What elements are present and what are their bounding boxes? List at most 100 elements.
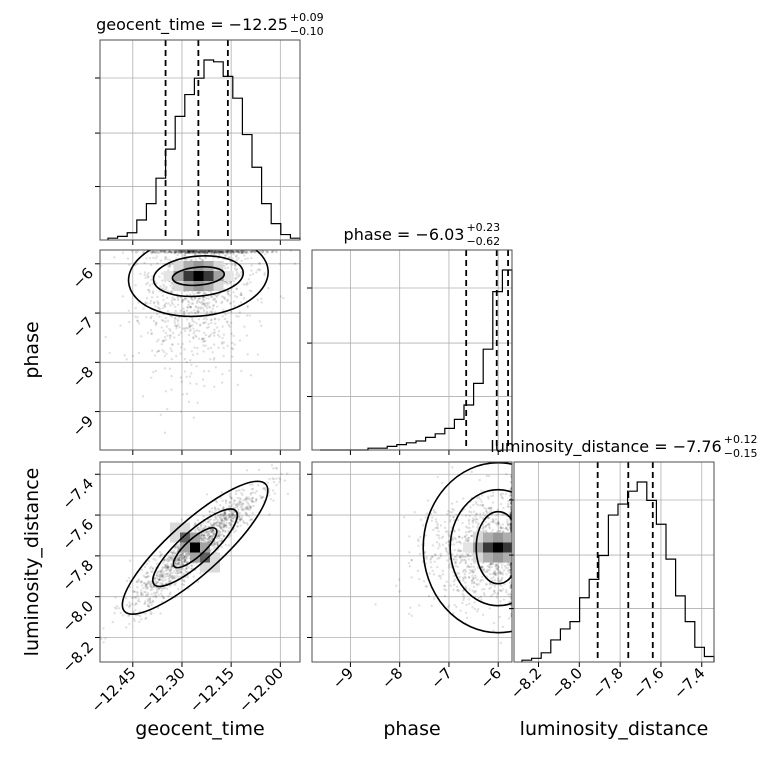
sample-point bbox=[145, 562, 149, 566]
sample-point bbox=[185, 309, 189, 312]
sample-point bbox=[190, 564, 193, 567]
sample-point bbox=[165, 352, 168, 355]
sample-point bbox=[510, 525, 512, 529]
sample-point bbox=[510, 567, 512, 571]
sample-point bbox=[509, 523, 512, 526]
sample-point bbox=[462, 569, 466, 572]
sample-point bbox=[193, 250, 196, 253]
sample-point bbox=[491, 494, 495, 497]
sample-point bbox=[223, 523, 226, 526]
sample-point bbox=[190, 250, 193, 253]
sample-point bbox=[210, 511, 214, 514]
sample-point bbox=[206, 538, 209, 542]
sample-point bbox=[185, 375, 188, 379]
sample-point bbox=[509, 563, 512, 566]
sample-point bbox=[425, 585, 428, 588]
sample-point bbox=[183, 560, 186, 563]
sample-point bbox=[468, 510, 471, 513]
sample-point bbox=[495, 563, 498, 567]
sample-point bbox=[227, 292, 230, 296]
sample-point bbox=[497, 565, 500, 569]
sample-point bbox=[458, 550, 461, 553]
sample-point bbox=[165, 325, 169, 328]
sample-point bbox=[128, 604, 131, 608]
sample-point bbox=[464, 585, 468, 588]
sample-point bbox=[228, 325, 232, 328]
sample-point bbox=[479, 498, 482, 501]
sample-point bbox=[140, 591, 143, 594]
sample-point bbox=[155, 322, 158, 325]
sample-point bbox=[207, 250, 211, 253]
sample-point bbox=[177, 575, 180, 578]
sample-point bbox=[151, 291, 155, 295]
sample-point bbox=[154, 579, 157, 583]
sample-point bbox=[509, 513, 512, 517]
sample-point bbox=[275, 250, 278, 253]
sample-point bbox=[238, 501, 241, 505]
sample-point bbox=[190, 302, 193, 305]
sample-point bbox=[219, 540, 223, 543]
sample-point bbox=[162, 339, 165, 342]
sample-point bbox=[159, 413, 163, 416]
sample-point bbox=[240, 517, 243, 521]
sample-point bbox=[472, 576, 476, 580]
sample-point bbox=[508, 526, 512, 530]
sample-point bbox=[477, 496, 481, 499]
sample-point bbox=[228, 294, 231, 297]
sample-point bbox=[497, 566, 500, 570]
sample-point bbox=[263, 273, 266, 277]
sample-point bbox=[444, 546, 447, 550]
sample-point bbox=[236, 489, 240, 492]
sample-point bbox=[201, 307, 205, 310]
sample-point bbox=[427, 594, 431, 598]
sample-point bbox=[245, 250, 248, 254]
sample-point bbox=[430, 519, 434, 522]
sample-point bbox=[486, 568, 489, 572]
sample-point bbox=[190, 251, 194, 254]
sample-point bbox=[245, 314, 249, 317]
sample-point bbox=[191, 259, 194, 262]
sample-point bbox=[210, 530, 214, 534]
sample-point bbox=[485, 570, 488, 573]
sample-point bbox=[166, 264, 170, 267]
sample-point bbox=[467, 530, 470, 534]
sample-point bbox=[235, 254, 238, 257]
sample-point bbox=[203, 524, 206, 528]
sample-point bbox=[482, 525, 485, 528]
sample-point bbox=[153, 577, 156, 581]
sample-point bbox=[203, 337, 206, 340]
sample-point bbox=[163, 304, 166, 308]
sample-point bbox=[471, 552, 474, 556]
sample-point bbox=[443, 594, 447, 598]
sample-point bbox=[467, 538, 470, 542]
sample-point bbox=[156, 606, 160, 610]
sample-point bbox=[238, 250, 241, 253]
sample-point bbox=[195, 335, 198, 338]
sample-point bbox=[145, 583, 148, 586]
sample-point bbox=[510, 502, 512, 505]
x-axis-label: luminosity_distance bbox=[520, 718, 709, 740]
sample-point bbox=[263, 487, 267, 490]
sample-point bbox=[213, 251, 216, 254]
sample-point bbox=[172, 576, 175, 579]
sample-point bbox=[159, 573, 162, 576]
sample-point bbox=[211, 528, 214, 531]
sample-point bbox=[234, 262, 237, 266]
sample-point bbox=[238, 496, 242, 500]
sample-point bbox=[193, 253, 197, 256]
sample-point bbox=[456, 572, 459, 575]
sample-point bbox=[185, 561, 189, 564]
sample-point bbox=[509, 524, 512, 527]
sample-point bbox=[164, 565, 168, 568]
sample-point bbox=[177, 554, 181, 558]
sample-point bbox=[488, 582, 492, 585]
sample-point bbox=[180, 553, 183, 556]
sample-point bbox=[218, 530, 222, 533]
sample-point bbox=[488, 525, 491, 529]
sample-point bbox=[201, 378, 205, 381]
sample-point bbox=[209, 295, 213, 298]
sample-point bbox=[180, 567, 183, 570]
sample-point bbox=[240, 259, 243, 263]
density-cell bbox=[483, 552, 494, 563]
sample-point bbox=[232, 291, 235, 294]
